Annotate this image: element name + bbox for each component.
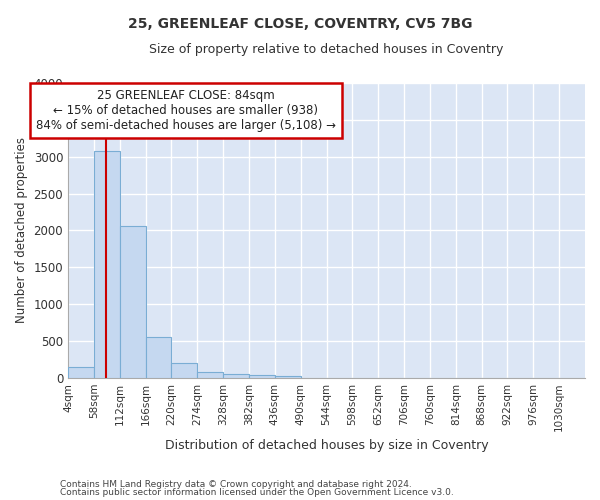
Bar [275,376,301,378]
Text: Contains HM Land Registry data © Crown copyright and database right 2024.: Contains HM Land Registry data © Crown c… [60,480,412,489]
Bar [68,368,94,378]
Bar [197,372,223,378]
Bar [120,226,146,378]
Y-axis label: Number of detached properties: Number of detached properties [15,138,28,324]
Text: 25 GREENLEAF CLOSE: 84sqm
← 15% of detached houses are smaller (938)
84% of semi: 25 GREENLEAF CLOSE: 84sqm ← 15% of detac… [36,89,336,132]
X-axis label: Distribution of detached houses by size in Coventry: Distribution of detached houses by size … [165,440,488,452]
Title: Size of property relative to detached houses in Coventry: Size of property relative to detached ho… [149,42,504,56]
Text: Contains public sector information licensed under the Open Government Licence v3: Contains public sector information licen… [60,488,454,497]
Bar [94,151,120,378]
Bar [223,374,249,378]
Bar [146,336,172,378]
Bar [172,363,197,378]
Bar [249,375,275,378]
Text: 25, GREENLEAF CLOSE, COVENTRY, CV5 7BG: 25, GREENLEAF CLOSE, COVENTRY, CV5 7BG [128,18,472,32]
